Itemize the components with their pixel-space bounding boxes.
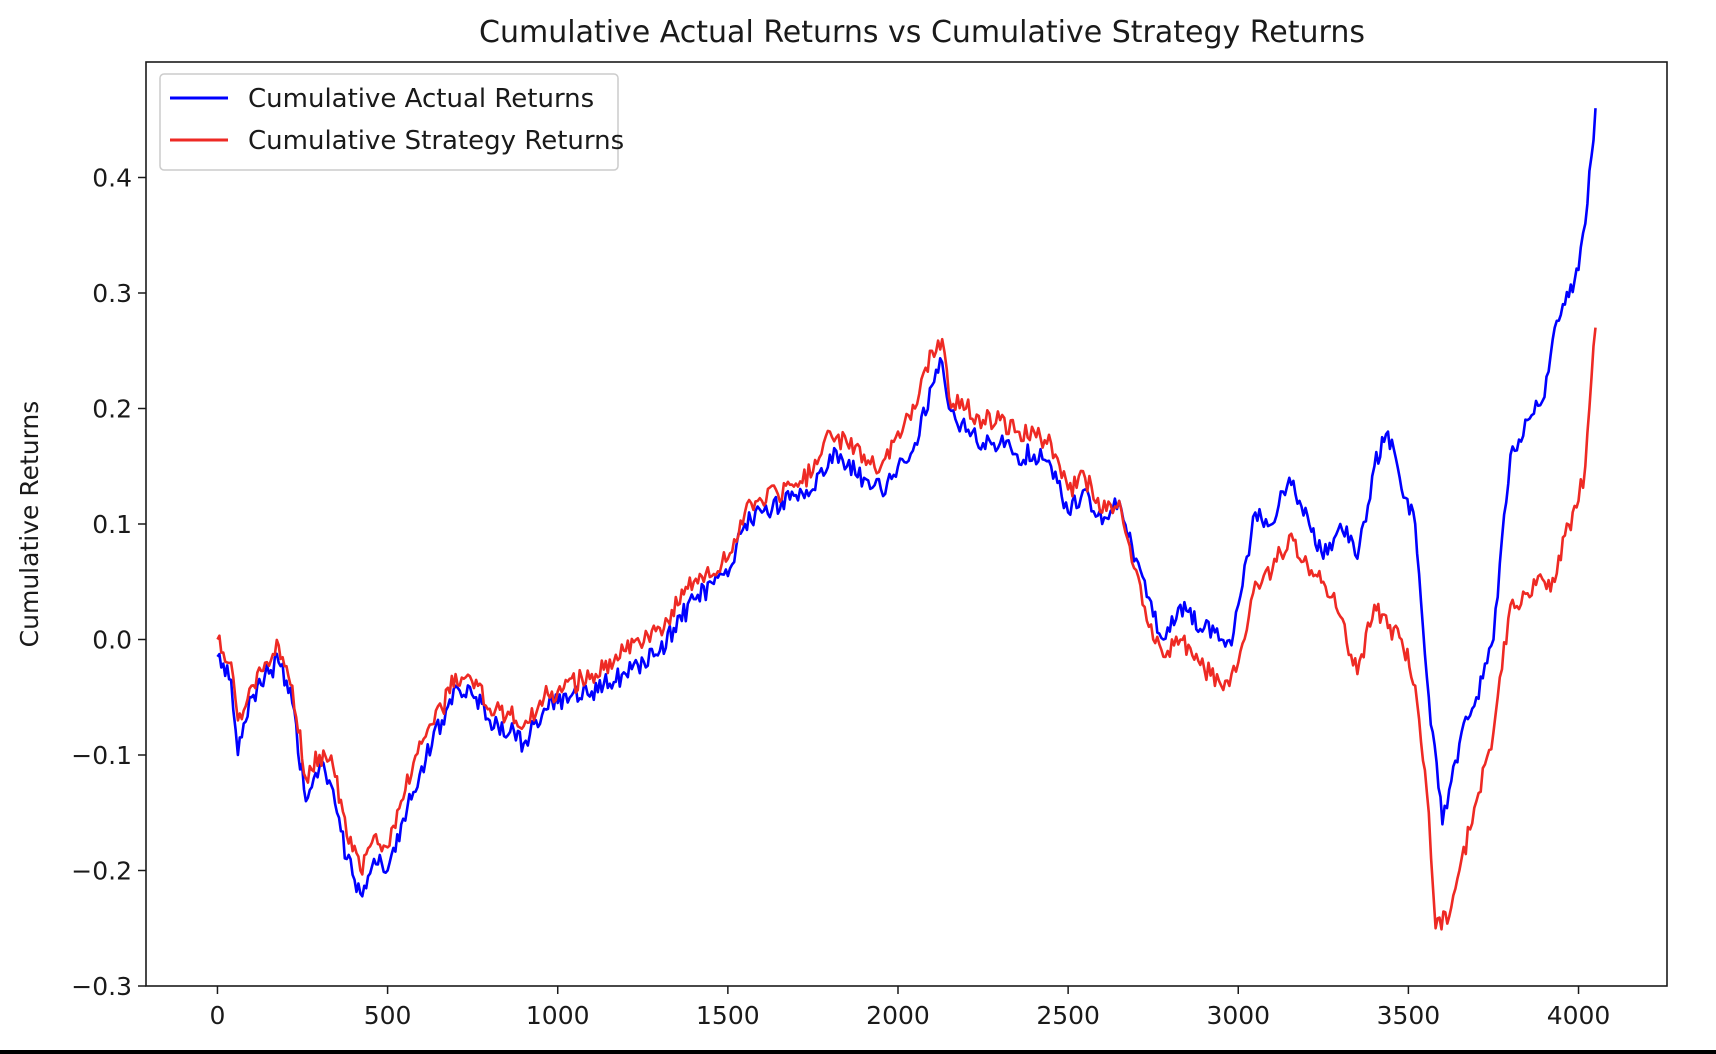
x-tick-label: 500 (364, 1001, 412, 1030)
y-axis-title: Cumulative Returns (15, 401, 44, 648)
y-tick-label: 0.2 (92, 395, 132, 424)
series-line-strategy (216, 327, 1597, 931)
x-tick-label: 4000 (1547, 1001, 1611, 1030)
legend-box (159, 73, 619, 171)
x-tick-label: 1000 (526, 1001, 590, 1030)
legend-label: Cumulative Strategy Returns (248, 126, 624, 156)
y-tick-label: −0.3 (71, 972, 132, 1001)
bottom-border (0, 1050, 1716, 1054)
x-tick-label: 0 (210, 1001, 226, 1030)
y-tick-label: 0.4 (92, 164, 132, 193)
y-tick-label: 0.1 (92, 510, 132, 539)
plot-frame (145, 61, 1668, 987)
series-layer (216, 108, 1597, 931)
legend: Cumulative Actual Returns Cumulative Stra… (159, 73, 624, 171)
plot-area (146, 62, 1667, 986)
axis-ticks: 0 500 1000 1500 2000 2500 3000 3500 4000 −0.3 −0.2… (71, 164, 1610, 1031)
y-tick-label: −0.2 (71, 857, 132, 886)
y-tick-label: 0.3 (92, 279, 132, 308)
x-tick-label: 1500 (696, 1001, 760, 1030)
x-tick-label: 2500 (1036, 1001, 1100, 1030)
series-line-actual (216, 108, 1597, 898)
y-tick-label: −0.1 (71, 741, 132, 770)
legend-label: Cumulative Actual Returns (248, 84, 594, 114)
chart-title: Cumulative Actual Returns vs Cumulative … (479, 15, 1365, 50)
y-tick-label: 0.0 (92, 626, 132, 655)
x-tick-label: 2000 (866, 1001, 930, 1030)
x-tick-label: 3500 (1377, 1001, 1441, 1030)
x-tick-label: 3000 (1206, 1001, 1270, 1030)
